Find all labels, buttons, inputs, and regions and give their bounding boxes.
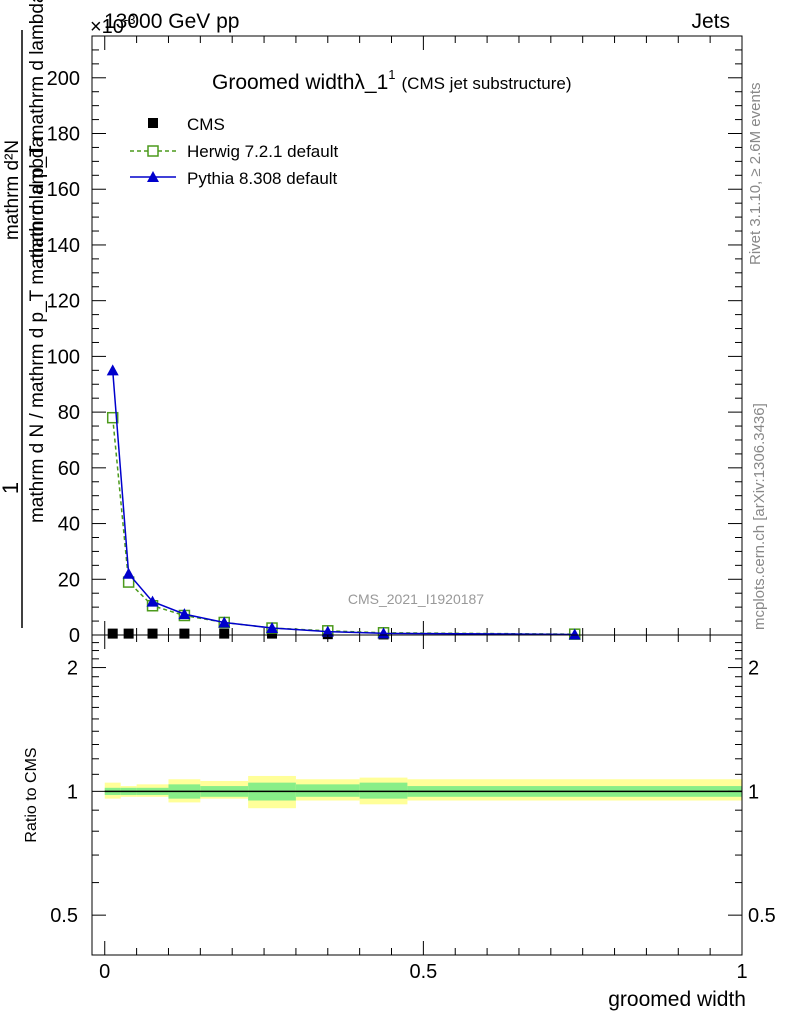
ratio-y-ticks: 0.5 0.5 1 1 2 2 (50, 642, 776, 956)
ratio-y-tick-label-right: 0.5 (748, 905, 776, 927)
legend: CMS Herwig 7.2.1 default Pythia 8.308 de… (130, 115, 338, 188)
pythia-point (568, 628, 581, 640)
series-layer (106, 364, 581, 640)
main-panel: 0 20 40 60 80 100 120 140 160 180 200 1 mathrm d N… (0, 0, 743, 647)
ratio-y-tick-label: 1 (67, 781, 78, 803)
pythia-point (178, 608, 191, 620)
ratio-panel: 0.5 0.51 12 2 0 0.5 1 Ratio to CMS groomed wi… (23, 634, 776, 1011)
main-y-tick-label: 60 (58, 458, 80, 480)
pythia-point (106, 364, 119, 376)
legend-herwig-label: Herwig 7.2.1 default (187, 142, 338, 161)
ratio-y-tick-label: 2 (67, 658, 78, 680)
watermark: CMS_2021_I1920187 (348, 591, 484, 607)
main-y-tick-label: 20 (58, 569, 80, 591)
main-y-tick-label: 200 (47, 68, 80, 90)
main-y-tick-label: 140 (47, 235, 80, 257)
ylabel-right-den: mathrm d p_T mathrm d lambda (27, 0, 48, 264)
cms-point (107, 628, 118, 639)
ratio-x-ticks: 0 0.5 1 (99, 635, 748, 983)
ylabel-right-num: mathrm d²N (2, 140, 23, 240)
main-y-tick-label: 180 (47, 124, 80, 146)
main-y-ticks: 0 20 40 60 80 100 120 140 160 180 200 (47, 49, 742, 647)
legend-herwig-marker (147, 145, 159, 157)
category-label: Jets (691, 10, 730, 33)
main-y-tick-label: 40 (58, 514, 80, 536)
x-tick-label: 1 (736, 961, 747, 983)
main-y-tick-label: 80 (58, 402, 80, 424)
rivet-label: Rivet 3.1.10, ≥ 2.6M events (747, 83, 764, 266)
ratio-band-green (295, 784, 360, 797)
main-y-tick-label: 0 (69, 625, 80, 647)
herwig-series-line (111, 417, 575, 635)
xlabel: groomed width (608, 988, 746, 1011)
exponent-label: ×10-3 (90, 12, 136, 38)
x-tick-label: 0.5 (409, 961, 437, 983)
pythia-series-line (111, 370, 575, 636)
chart-title: Groomed widthλ_11 (CMS jet substructure) (212, 67, 572, 94)
pythia-point (122, 567, 135, 579)
pythia-point (377, 627, 390, 639)
legend-pythia-marker (147, 171, 159, 182)
legend-cms-label: CMS (187, 115, 225, 134)
cms-point (123, 628, 134, 639)
pythia-point (218, 616, 231, 628)
main-y-tick-label: 100 (47, 346, 80, 368)
pythia-point (266, 622, 279, 634)
ratio-y-tick-label-right: 2 (748, 658, 759, 680)
main-y-tick-label: 160 (47, 179, 80, 201)
x-tick-label: 0 (99, 961, 110, 983)
pythia-point (146, 595, 159, 607)
herwig-point (106, 411, 119, 424)
ratio-y-tick-label: 0.5 (50, 905, 78, 927)
ylabel-denominator: mathrm d N / mathrm d p_T mathrm d lambd… (27, 137, 48, 524)
cms-point (179, 628, 190, 639)
ratio-frame (91, 634, 743, 956)
ylabel-numerator: 1 (0, 482, 23, 494)
cms-point (219, 628, 230, 639)
cms-point (147, 628, 158, 639)
pythia-point (321, 625, 334, 637)
main-y-tick-label: 120 (47, 291, 80, 313)
energy-label: 13000 GeV pp (104, 10, 239, 33)
legend-pythia-label: Pythia 8.308 default (187, 169, 338, 188)
mcplots-label: mcplots.cern.ch [arXiv:1306.3436] (751, 403, 768, 630)
ratio-y-tick-label-right: 1 (748, 781, 759, 803)
ratio-ylabel: Ratio to CMS (23, 747, 40, 842)
legend-cms-marker (148, 118, 158, 128)
